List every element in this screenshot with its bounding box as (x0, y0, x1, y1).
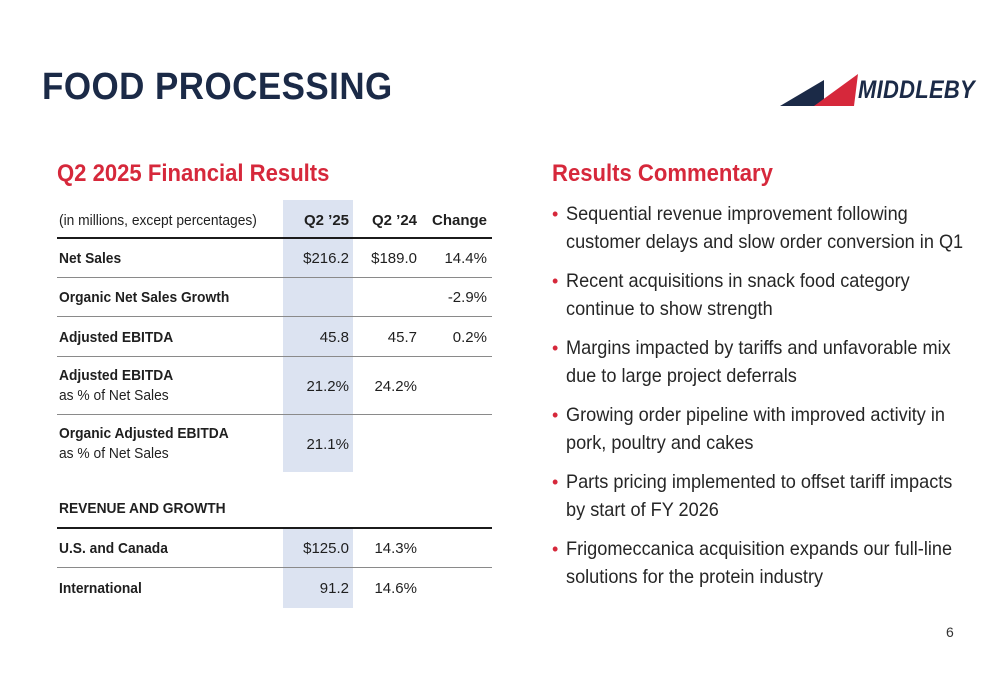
bullet-icon: • (552, 271, 559, 291)
list-item: • Frigomeccanica acquisition expands our… (552, 535, 972, 591)
financial-results-heading: Q2 2025 Financial Results (57, 160, 330, 187)
list-item: • Parts pricing implemented to offset ta… (552, 468, 972, 524)
list-item: • Margins impacted by tariffs and unfavo… (552, 334, 972, 390)
col-header-q2-24: Q2 ’24 (371, 212, 417, 229)
bullet-text: Parts pricing implemented to offset tari… (566, 471, 953, 521)
bullet-text: Sequential revenue improvement following… (566, 203, 964, 253)
row-label: Adjusted EBITDA (59, 367, 174, 384)
list-item: • Sequential revenue improvement followi… (552, 200, 972, 256)
cell-change: 0.2% (452, 329, 487, 346)
list-item: • Recent acquisitions in snack food cate… (552, 267, 972, 323)
bullet-text: Growing order pipeline with improved act… (566, 404, 945, 454)
row-label: Organic Net Sales Growth (59, 289, 230, 306)
middleby-logo: MIDDLEBY (780, 72, 975, 108)
cell-q2-24: 24.2% (374, 378, 417, 395)
cell-q2-24: $189.0 (371, 250, 417, 267)
row-sublabel: as % of Net Sales (59, 387, 169, 404)
header-rule (57, 237, 492, 239)
cell-q2-25: 21.2% (306, 378, 349, 395)
col-header-change: Change (431, 212, 487, 229)
list-item: • Growing order pipeline with improved a… (552, 401, 972, 457)
logo-mark-icon (780, 74, 858, 106)
bullet-text: Recent acquisitions in snack food catego… (566, 270, 910, 320)
bullet-icon: • (552, 539, 559, 559)
row-divider (57, 567, 492, 568)
financial-results-table: (in millions, except percentages) Q2 ’25… (57, 200, 492, 610)
cell-change: -2.9% (447, 289, 487, 306)
cell-growth: 14.6% (374, 580, 417, 597)
cell-q2-25: $216.2 (303, 250, 349, 267)
row-divider (57, 414, 492, 415)
cell-change: 14.4% (444, 250, 487, 267)
revenue-rule (57, 527, 492, 529)
current-quarter-highlight-revenue (283, 528, 353, 608)
units-note: (in millions, except percentages) (59, 212, 257, 229)
row-label: Organic Adjusted EBITDA (59, 425, 229, 442)
row-label: Net Sales (59, 250, 122, 267)
logo-text: MIDDLEBY (858, 76, 976, 104)
bullet-text: Frigomeccanica acquisition expands our f… (566, 538, 953, 588)
cell-value: 91.2 (319, 580, 349, 597)
row-label: Adjusted EBITDA (59, 329, 174, 346)
current-quarter-highlight (283, 200, 353, 472)
bullet-icon: • (552, 338, 559, 358)
row-divider (57, 356, 492, 357)
bullet-icon: • (552, 204, 559, 224)
bullet-icon: • (552, 405, 559, 425)
cell-value: $125.0 (303, 540, 349, 557)
cell-q2-24: 45.7 (387, 329, 417, 346)
row-divider (57, 277, 492, 278)
row-divider (57, 316, 492, 317)
revenue-heading: REVENUE AND GROWTH (59, 500, 226, 517)
commentary-heading: Results Commentary (552, 160, 773, 187)
bullet-text: Margins impacted by tariffs and unfavora… (566, 337, 951, 387)
page-title: FOOD PROCESSING (42, 66, 393, 108)
row-label: International (59, 580, 142, 597)
row-label: U.S. and Canada (59, 540, 168, 557)
bullet-icon: • (552, 472, 559, 492)
cell-q2-25: 21.1% (306, 436, 349, 453)
cell-q2-25: 45.8 (319, 329, 349, 346)
cell-growth: 14.3% (374, 540, 417, 557)
commentary-list: • Sequential revenue improvement followi… (552, 200, 972, 602)
col-header-q2-25: Q2 ’25 (303, 212, 349, 229)
row-sublabel: as % of Net Sales (59, 445, 169, 462)
page-number: 6 (946, 624, 954, 640)
